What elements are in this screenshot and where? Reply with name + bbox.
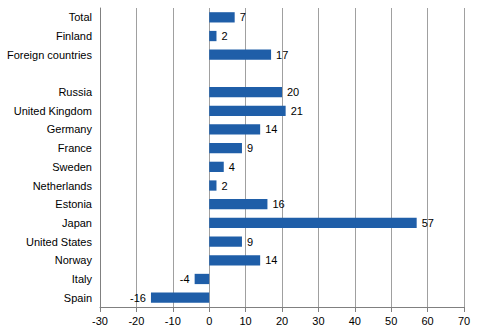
svg-text:30: 30 — [312, 315, 324, 327]
svg-text:Sweden: Sweden — [52, 161, 92, 173]
svg-text:20: 20 — [287, 86, 299, 98]
svg-text:Italy: Italy — [72, 273, 93, 285]
svg-text:14: 14 — [265, 123, 277, 135]
svg-text:7: 7 — [240, 11, 246, 23]
svg-text:-4: -4 — [180, 273, 190, 285]
svg-text:France: France — [58, 142, 92, 154]
svg-text:2: 2 — [221, 180, 227, 192]
svg-text:Norway: Norway — [55, 254, 93, 266]
svg-text:17: 17 — [276, 49, 288, 61]
svg-text:21: 21 — [291, 105, 303, 117]
svg-text:Netherlands: Netherlands — [33, 180, 93, 192]
svg-text:-10: -10 — [165, 315, 181, 327]
svg-text:9: 9 — [247, 142, 253, 154]
svg-text:20: 20 — [276, 315, 288, 327]
svg-text:40: 40 — [349, 315, 361, 327]
svg-text:Russia: Russia — [58, 86, 93, 98]
svg-text:57: 57 — [422, 217, 434, 229]
svg-text:-16: -16 — [130, 292, 146, 304]
svg-text:Estonia: Estonia — [55, 198, 93, 210]
svg-text:Finland: Finland — [56, 30, 92, 42]
svg-text:60: 60 — [421, 315, 433, 327]
svg-text:United Kingdom: United Kingdom — [14, 105, 92, 117]
svg-text:Foreign countries: Foreign countries — [7, 49, 92, 61]
svg-text:50: 50 — [385, 315, 397, 327]
svg-text:14: 14 — [265, 254, 277, 266]
svg-text:-20: -20 — [128, 315, 144, 327]
svg-text:Japan: Japan — [62, 217, 92, 229]
svg-text:9: 9 — [247, 236, 253, 248]
svg-text:Spain: Spain — [64, 292, 92, 304]
svg-text:Total: Total — [69, 11, 92, 23]
svg-text:0: 0 — [206, 315, 212, 327]
svg-text:2: 2 — [221, 30, 227, 42]
svg-text:10: 10 — [239, 315, 251, 327]
svg-text:16: 16 — [272, 198, 284, 210]
svg-text:United States: United States — [26, 236, 93, 248]
svg-text:70: 70 — [458, 315, 470, 327]
svg-text:4: 4 — [229, 161, 235, 173]
svg-text:-30: -30 — [92, 315, 108, 327]
svg-text:Germany: Germany — [47, 123, 93, 135]
